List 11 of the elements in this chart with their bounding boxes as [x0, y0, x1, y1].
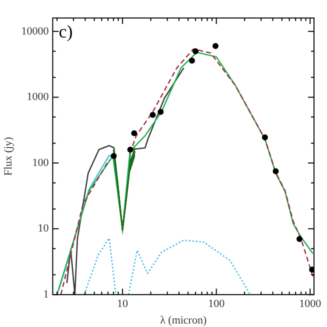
x-axis-title: λ (micron) — [160, 314, 207, 326]
x-tick-label: 100 — [208, 298, 226, 310]
x-tick-label: 1000 — [299, 298, 322, 310]
y-tick-label: 10000 — [21, 25, 50, 38]
y-tick-label: 10 — [38, 222, 50, 235]
y-tick-label: 1 — [43, 288, 49, 300]
x-tick-label: 10 — [117, 298, 129, 310]
annotation: c) — [58, 22, 73, 42]
y-tick-label: 100 — [32, 156, 50, 169]
y-tick-label: 1000 — [26, 91, 50, 104]
y-axis-title: Flux (jy) — [2, 136, 14, 176]
